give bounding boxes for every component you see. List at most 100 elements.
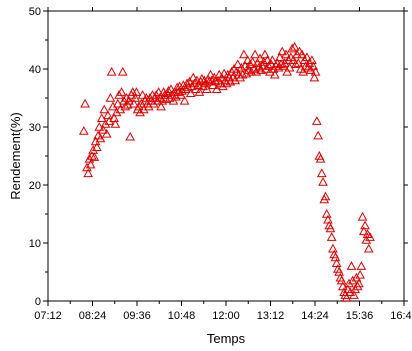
data-point-triangle [187, 81, 197, 91]
data-point-triangle [318, 177, 328, 186]
data-point-triangle [148, 98, 159, 108]
data-point-triangle [341, 293, 352, 302]
data-point-triangle [143, 101, 154, 111]
data-point-triangle [283, 55, 294, 64]
data-point-triangle [363, 243, 374, 253]
data-point-triangle [218, 81, 228, 91]
data-point-triangle [164, 92, 175, 102]
data-point-triangle [104, 116, 115, 125]
data-point-triangle [260, 49, 270, 59]
data-point-triangle [302, 52, 312, 62]
data-point-triangle [114, 90, 124, 99]
data-point-triangle [115, 104, 126, 114]
data-point-triangle [194, 87, 205, 96]
data-point-triangle [242, 55, 253, 64]
data-point-triangle [356, 261, 367, 270]
data-point-triangle [265, 66, 275, 76]
data-point-triangle [312, 116, 322, 125]
data-point-triangle [108, 101, 118, 111]
data-point-triangle [98, 124, 108, 134]
data-point-triangle [136, 98, 147, 108]
data-point-triangle [346, 261, 357, 270]
data-point-triangle [355, 269, 365, 279]
data-point-triangle [129, 98, 139, 108]
data-point-triangle [230, 75, 241, 85]
data-point-triangle [245, 59, 255, 69]
data-point-triangle [120, 101, 131, 111]
data-point-triangle [321, 208, 332, 218]
data-point-triangle [116, 87, 127, 96]
axis-ticks: 07:12 08:24 09:36 10:48 12:00 13:12 14:24 15:36… [29, 6, 412, 322]
x-tick-label: 07:12 [34, 310, 62, 322]
x-tick-label: 12:00 [212, 310, 240, 322]
data-point-triangle [85, 159, 96, 169]
x-tick-label: 13:12 [257, 310, 285, 322]
data-point-triangle [163, 86, 174, 95]
data-point-triangle [365, 232, 375, 241]
data-point-triangle [221, 78, 232, 88]
data-point-triangle [279, 58, 290, 67]
data-point-triangle [157, 95, 168, 105]
y-tick-label: 40 [29, 64, 41, 76]
data-point-triangle [99, 104, 110, 114]
data-point-triangle [328, 243, 338, 253]
data-point-triangle [269, 69, 280, 79]
data-point-triangle [308, 61, 318, 70]
data-point-triangle [316, 168, 327, 178]
data-point-triangle [354, 278, 364, 288]
data-point-triangle [174, 81, 185, 91]
data-point-triangle [281, 49, 291, 59]
data-point-triangle [344, 278, 354, 288]
data-point-triangle [358, 226, 369, 236]
data-point-triangle [246, 66, 257, 76]
data-point-triangle [135, 107, 145, 117]
data-point-triangle [179, 95, 190, 105]
data-point-triangle [360, 220, 370, 230]
x-tick-label: 10:48 [168, 310, 196, 322]
data-point-triangle [326, 232, 337, 241]
data-point-triangle [87, 150, 97, 160]
data-point-triangle [89, 152, 100, 161]
data-point-triangle [111, 107, 122, 117]
data-point-triangle [131, 87, 142, 96]
y-axis-title: Rendement(%) [8, 112, 23, 199]
y-tick-label: 50 [29, 6, 41, 18]
data-points [78, 41, 375, 302]
data-point-triangle [351, 272, 362, 282]
y-tick-label: 10 [29, 238, 41, 250]
data-point-triangle [347, 275, 358, 285]
data-point-triangle [310, 66, 321, 76]
data-point-triangle [350, 284, 361, 294]
data-point-triangle [78, 126, 89, 135]
data-point-triangle [156, 101, 166, 111]
data-point-triangle [320, 191, 331, 201]
x-tick-label: 14:24 [301, 310, 329, 322]
data-point-triangle [91, 142, 102, 151]
data-point-triangle [258, 57, 269, 66]
data-point-triangle [304, 58, 315, 67]
data-point-triangle [287, 43, 297, 53]
data-point-triangle [106, 66, 117, 76]
x-tick-label: 09:36 [123, 310, 151, 322]
data-point-triangle [105, 92, 116, 102]
data-point-triangle [239, 49, 249, 59]
data-point-triangle [198, 81, 208, 91]
data-point-triangle [357, 211, 368, 221]
data-point-triangle [117, 66, 128, 76]
data-point-triangle [261, 63, 272, 73]
data-point-triangle [232, 59, 243, 69]
data-point-triangle [80, 98, 90, 108]
data-point-triangle [110, 119, 121, 128]
data-point-triangle [325, 223, 336, 233]
y-tick-label: 0 [35, 296, 41, 308]
plot-frame [47, 10, 405, 302]
data-point-triangle [345, 287, 356, 296]
data-point-triangle [137, 90, 148, 99]
data-point-triangle [95, 133, 106, 143]
data-point-triangle [138, 104, 149, 114]
data-point-triangle [349, 290, 359, 299]
data-point-triangle [292, 49, 302, 59]
data-point-triangle [152, 95, 163, 105]
